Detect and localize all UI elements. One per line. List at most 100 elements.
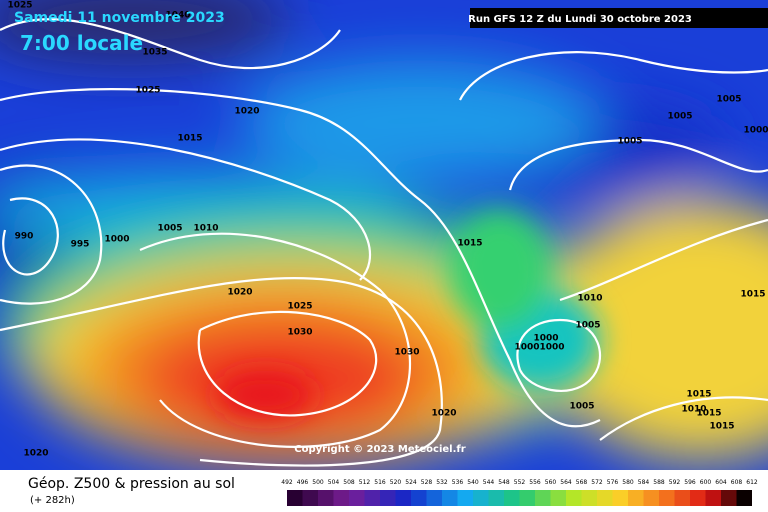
legend-level: 500 xyxy=(312,479,324,486)
legend-swatch xyxy=(287,490,303,506)
isobar-label: 1025 xyxy=(135,86,160,96)
legend-level: 544 xyxy=(483,479,495,486)
legend-swatch xyxy=(628,490,644,506)
legend-swatch xyxy=(535,490,551,506)
isobars xyxy=(0,18,768,467)
isobar-label: 1020 xyxy=(234,107,259,117)
isobar-label: 995 xyxy=(71,240,90,250)
legend-level: 512 xyxy=(359,479,371,486)
legend-swatch xyxy=(364,490,380,506)
run-info: Run GFS 12 Z du Lundi 30 octobre 2023 xyxy=(468,14,692,25)
legend-swatch xyxy=(504,490,520,506)
isobar-label: 1020 xyxy=(23,449,48,459)
legend-level: 528 xyxy=(421,479,433,486)
legend-swatch xyxy=(550,490,566,506)
footer-title: Géop. Z500 & pression au sol xyxy=(28,476,235,492)
legend-swatch xyxy=(395,490,411,506)
isobar-label: 1035 xyxy=(142,48,167,58)
isobar-label: 1015 xyxy=(709,422,734,432)
isobar-label: 1015 xyxy=(740,290,765,300)
legend-swatch xyxy=(736,490,752,506)
forecast-time: 7:00 locale xyxy=(20,31,143,55)
legend-swatch xyxy=(349,490,365,506)
legend-level: 572 xyxy=(591,479,603,486)
isobar-label: 1005 xyxy=(569,402,594,412)
legend-swatch xyxy=(488,490,504,506)
legend-level: 604 xyxy=(715,479,727,486)
legend-swatch xyxy=(690,490,706,506)
isobar-label: 1025 xyxy=(7,1,32,11)
legend-swatch xyxy=(473,490,489,506)
isobar-label: 1005 xyxy=(716,95,741,105)
legend-level: 588 xyxy=(653,479,665,486)
isobar-label: 1020 xyxy=(227,288,252,298)
isobar-label: 1010 xyxy=(193,224,218,234)
legend-swatch xyxy=(566,490,582,506)
legend-level: 548 xyxy=(498,479,510,486)
isobar-label: 1015 xyxy=(457,239,482,249)
isobar-label: 1000 xyxy=(514,343,539,353)
legend-swatch xyxy=(457,490,473,506)
legend-level: 524 xyxy=(405,479,417,486)
legend-level: 608 xyxy=(731,479,743,486)
legend-level: 516 xyxy=(374,479,386,486)
legend-level: 508 xyxy=(343,479,355,486)
legend-swatch xyxy=(659,490,675,506)
isobar-label: 1030 xyxy=(287,328,312,338)
legend-level: 584 xyxy=(638,479,650,486)
isobar-label: 1040 xyxy=(165,11,190,21)
run-banner xyxy=(470,8,768,28)
isobar-label: 1015 xyxy=(686,390,711,400)
legend-level: 580 xyxy=(622,479,634,486)
isobar-label: 1000 xyxy=(539,343,564,353)
legend-swatch xyxy=(519,490,535,506)
legend-level: 552 xyxy=(514,479,526,486)
copyright: Copyright © 2023 Meteociel.fr xyxy=(294,444,465,455)
legend-swatch xyxy=(643,490,659,506)
isobar-label: 1010 xyxy=(681,405,706,415)
legend-swatch xyxy=(318,490,334,506)
legend-level: 600 xyxy=(700,479,712,486)
legend-swatch xyxy=(426,490,442,506)
legend-swatch xyxy=(442,490,458,506)
legend-swatch xyxy=(705,490,721,506)
legend-level: 592 xyxy=(669,479,681,486)
legend-swatch xyxy=(411,490,427,506)
isobar-label: 1000 xyxy=(533,334,558,344)
isobar-label: 1005 xyxy=(667,112,692,122)
isobar-label: 1000 xyxy=(104,235,129,245)
legend-swatch xyxy=(674,490,690,506)
legend-swatch xyxy=(721,490,737,506)
legend-swatch xyxy=(597,490,613,506)
isobar-label: 1030 xyxy=(394,348,419,358)
legend-level: 532 xyxy=(436,479,448,486)
isobar-label: 1005 xyxy=(157,224,182,234)
legend-swatch xyxy=(333,490,349,506)
legend-level: 556 xyxy=(529,479,541,486)
legend-level: 496 xyxy=(297,479,309,486)
legend: 492 496 500 504 508 512 516 520 524 528 532 536 540 5… xyxy=(281,479,758,506)
legend-level: 520 xyxy=(390,479,402,486)
legend-level: 504 xyxy=(328,479,340,486)
forecast-date: Samedi 11 novembre 2023 xyxy=(14,10,225,26)
geopotential-field xyxy=(0,0,768,470)
footer-lead: (+ 282h) xyxy=(30,495,75,506)
isobar-label: 1025 xyxy=(287,302,312,312)
legend-level: 568 xyxy=(576,479,588,486)
isobar-label: 1005 xyxy=(575,321,600,331)
isobar-label: 1010 xyxy=(577,294,602,304)
legend-swatch xyxy=(612,490,628,506)
legend-level: 540 xyxy=(467,479,479,486)
legend-swatch xyxy=(380,490,396,506)
isobar-label: 1015 xyxy=(177,134,202,144)
legend-swatch xyxy=(581,490,597,506)
isobar-label: 990 xyxy=(15,232,34,242)
legend-level: 536 xyxy=(452,479,464,486)
legend-level: 576 xyxy=(607,479,619,486)
legend-swatch xyxy=(302,490,318,506)
legend-level: 560 xyxy=(545,479,557,486)
legend-level: 596 xyxy=(684,479,696,486)
isobar-label: 1015 xyxy=(696,409,721,419)
